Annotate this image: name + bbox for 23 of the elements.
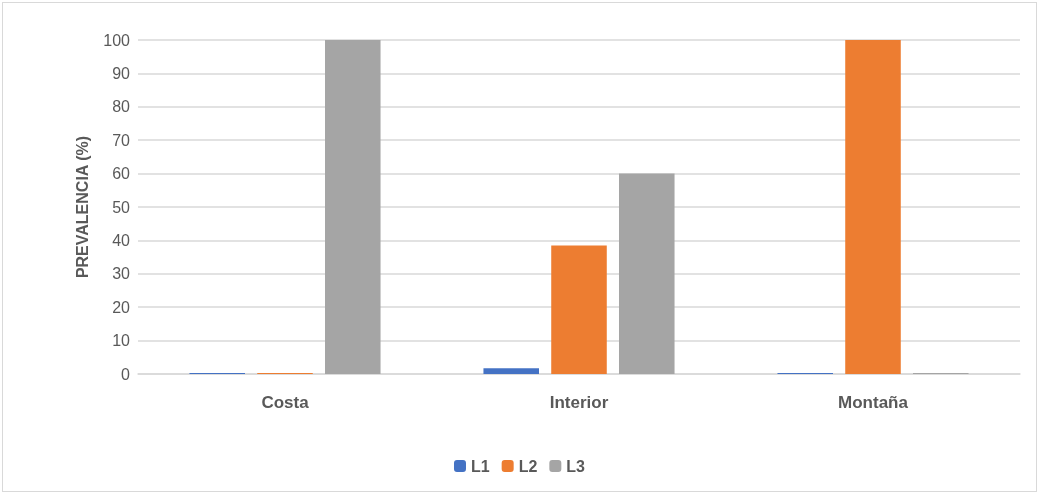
y-tick-label: 90 <box>112 64 131 82</box>
bar <box>483 368 539 374</box>
y-tick-label: 0 <box>121 365 131 383</box>
bar <box>325 40 381 374</box>
y-tick-label: 20 <box>112 298 131 316</box>
bar <box>619 173 675 374</box>
legend-label: L2 <box>518 457 538 475</box>
y-axis-title: PREVALENCIA (%) <box>73 135 91 279</box>
legend-label: L1 <box>470 457 490 475</box>
y-tick-label: 100 <box>103 31 131 49</box>
bar <box>845 40 901 374</box>
x-tick-label: Costa <box>261 393 310 412</box>
x-tick-label: Interior <box>549 393 609 412</box>
y-tick-label: 40 <box>112 231 131 249</box>
legend-label: L3 <box>566 457 586 475</box>
x-tick-label: Montaña <box>838 393 909 412</box>
y-tick-label: 80 <box>112 98 131 116</box>
y-tick-label: 10 <box>112 332 131 350</box>
y-tick-label: 50 <box>112 198 131 216</box>
y-tick-label: 30 <box>112 265 131 283</box>
y-tick-label: 60 <box>112 165 131 183</box>
bar <box>551 245 607 374</box>
y-tick-label: 70 <box>112 131 131 149</box>
